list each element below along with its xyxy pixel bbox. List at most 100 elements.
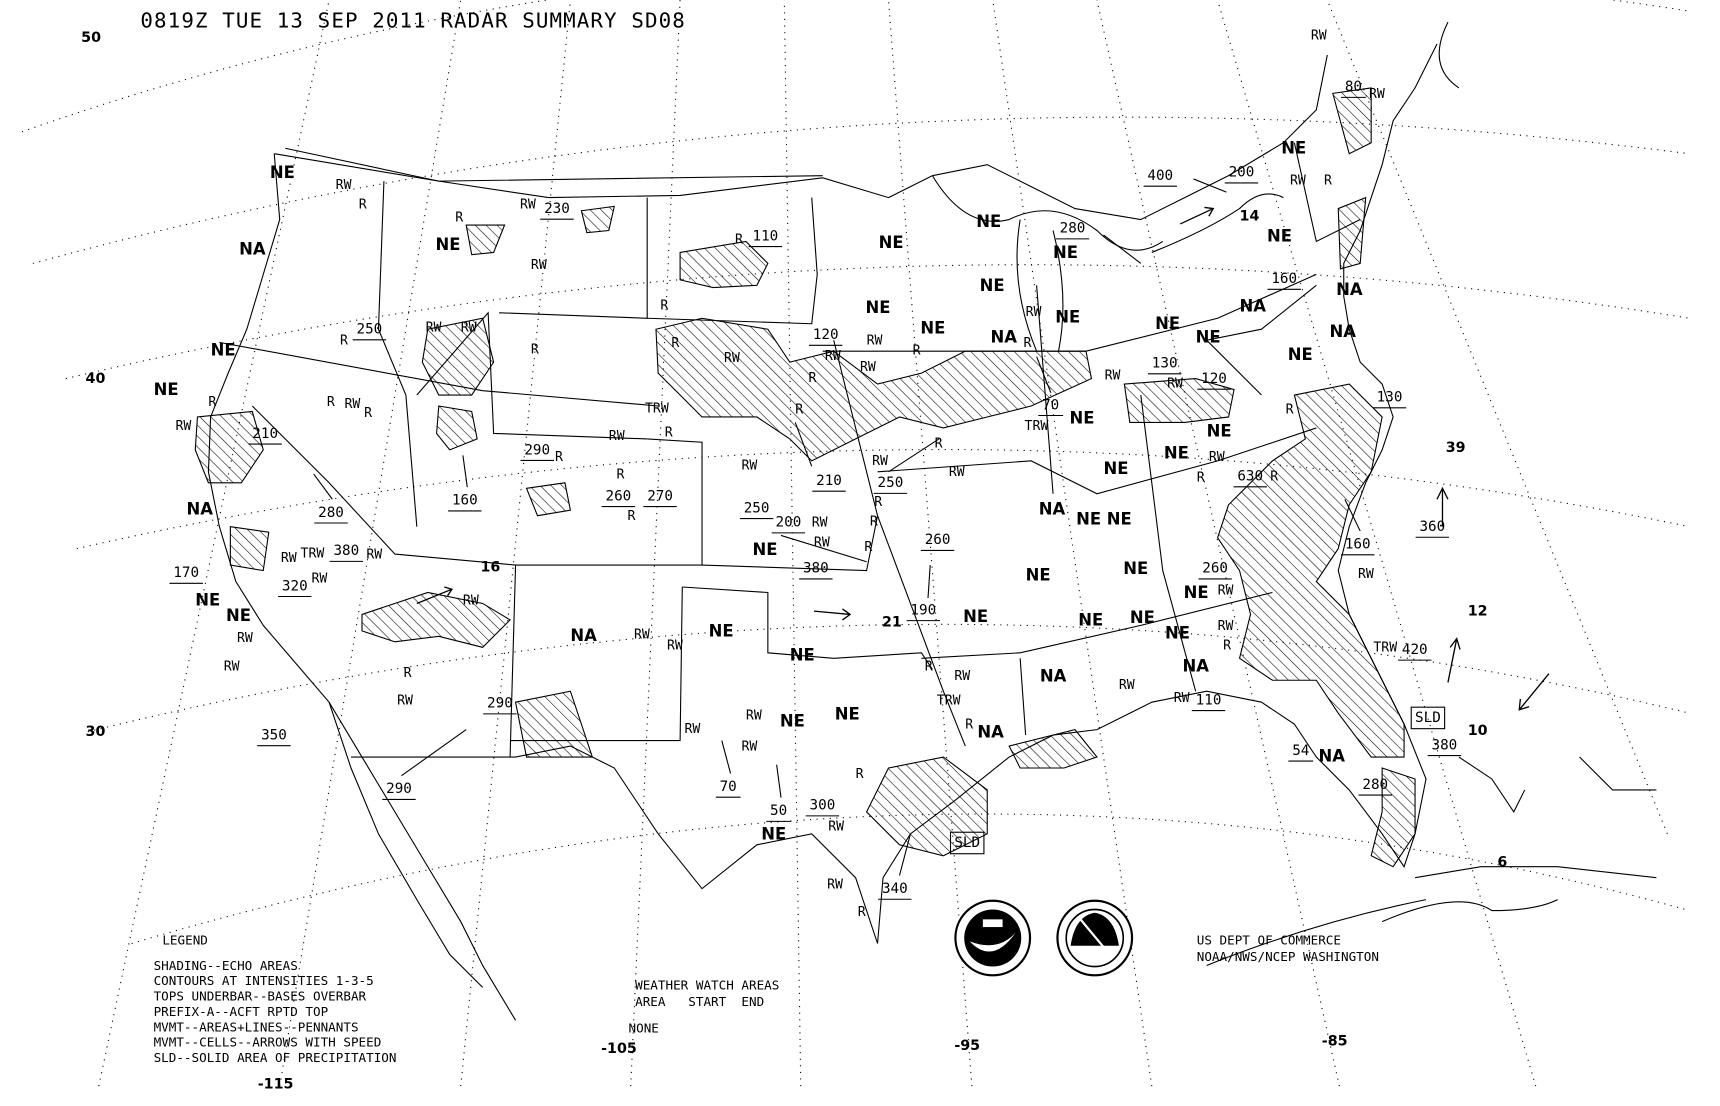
echo-top-label: 380 (1432, 737, 1458, 753)
precip-type-label: TRW (937, 693, 961, 708)
precip-type-label: R (795, 403, 803, 418)
precip-type-label: R (935, 437, 943, 452)
precip-type-label: TRW (645, 402, 669, 417)
echo-top-label: 290 (487, 696, 513, 712)
echo-top-label: 350 (261, 727, 287, 743)
region-code-label: NA (1039, 500, 1066, 519)
echo-top-label: 120 (1201, 371, 1227, 387)
precip-type-label: R (870, 515, 878, 530)
echo-top-label: 280 (318, 505, 344, 521)
precip-type-label: RW (1174, 691, 1190, 706)
credit: US DEPT OF COMMERCE NOAA/NWS/NCEP WASHIN… (1197, 933, 1379, 964)
cell-speed-label: 16 (480, 560, 500, 576)
region-code-label: NE (1155, 314, 1180, 333)
precip-type-label: RW (520, 198, 536, 213)
region-code-label: NE (1130, 608, 1155, 627)
echo-top-label: 130 (1377, 390, 1403, 406)
precip-type-label: RW (312, 572, 328, 587)
echo-top-label: 130 (1152, 356, 1178, 372)
precip-type-label: R (340, 334, 348, 349)
precip-type-label: RW (684, 722, 700, 737)
region-code-label: NE (1026, 565, 1051, 584)
precip-type-label: R (627, 509, 635, 524)
precip-type-label: RW (531, 258, 547, 273)
region-code-label: NE (435, 235, 460, 254)
region-code-label: NE (976, 212, 1001, 231)
precip-type-label: R (531, 342, 539, 357)
precip-type-label: R (856, 767, 864, 782)
precip-type-label: RW (397, 693, 413, 708)
echo-top-label: 360 (1419, 519, 1445, 535)
precip-type-label: TRW (1025, 419, 1049, 434)
region-code-label: NE (1053, 243, 1078, 262)
graticule (21, 0, 1690, 1087)
region-code-label: NA (977, 722, 1004, 741)
legend-line: SLD--SOLID AREA OF PRECIPITATION (154, 1050, 397, 1065)
cell-speed-label: 21 (882, 614, 902, 630)
echo-top-label: 160 (1271, 271, 1297, 287)
precip-type-label: R (359, 198, 367, 213)
region-code-label: NA (1319, 746, 1346, 765)
echo-top-label: 160 (452, 493, 478, 509)
lon-label: -105 (601, 1041, 637, 1057)
lon-label: -85 (1322, 1034, 1348, 1050)
region-code-label: NE (195, 591, 220, 610)
echo-top-label: 250 (878, 475, 904, 491)
region-code-label: NE (1196, 327, 1221, 346)
region-code-label: NE (1165, 624, 1190, 643)
echo-top-label: 260 (1202, 561, 1228, 577)
echo-top-label: 290 (386, 781, 412, 797)
weather-watch-areas: WEATHER WATCH AREAS AREA START END NONE (629, 978, 780, 1036)
region-code-label: NE (879, 233, 904, 252)
nws-logo (1056, 899, 1134, 977)
precip-type-label: R (925, 659, 933, 674)
lat-label: 40 (86, 371, 106, 387)
region-code-label: NA (186, 500, 213, 519)
echo-top-label: 200 (1229, 165, 1255, 181)
region-code-label: NA (1040, 666, 1067, 685)
region-code-label: NE (761, 824, 786, 843)
precip-type-label: RW (742, 459, 758, 474)
precip-type-label: RW (1218, 619, 1234, 634)
precip-type-label: R (671, 336, 679, 351)
region-code-label: NE (1184, 583, 1209, 602)
precip-type-label: RW (366, 547, 382, 562)
movement-arrows (416, 206, 1550, 711)
precip-type-label: R (864, 540, 872, 555)
echo-top-label: 630 (1237, 469, 1263, 485)
precip-type-label: RW (344, 397, 360, 412)
legend-line: PREFIX-A--ACFT RPTD TOP (154, 1004, 329, 1019)
region-code-label: NE (1076, 509, 1101, 528)
cell-speed-label: 12 (1468, 604, 1488, 620)
map-labels: NE NA NE NE NE NA NE NE NA NE NE NE NE NE NE NE NA NE NE NE… (154, 29, 1508, 920)
legend-heading: LEGEND (162, 933, 208, 948)
credit-line: NOAA/NWS/NCEP WASHINGTON (1197, 949, 1379, 964)
fixed-text: 0819Z TUE 13 SEP 2011 RADAR SUMMARY SD08… (81, 9, 1379, 1093)
precip-type-label: RW (426, 320, 442, 335)
precip-type-label: RW (634, 628, 650, 643)
legend-line: MVMT--CELLS--ARROWS WITH SPEED (154, 1035, 382, 1050)
precip-type-label: R (665, 426, 673, 441)
precip-type-label: RW (609, 429, 625, 444)
precip-type-label: R (616, 467, 624, 482)
echo-top-label: 280 (1362, 777, 1388, 793)
precip-type-label: R (327, 395, 335, 410)
precip-type-label: R (913, 343, 921, 358)
credit-line: US DEPT OF COMMERCE (1197, 933, 1341, 948)
echo-top-label: 110 (1196, 692, 1222, 708)
precip-type-label: RW (176, 419, 192, 434)
region-code-label: NE (780, 711, 805, 730)
precip-type-label: RW (667, 639, 683, 654)
precip-type-label: RW (237, 631, 253, 646)
precip-type-label: RW (281, 551, 297, 566)
echo-top-label: 260 (606, 488, 632, 504)
precip-type-label: R (808, 371, 816, 386)
precip-type-label: R (1023, 336, 1031, 351)
watch-value: NONE (629, 1020, 659, 1035)
precip-type-label: RW (1218, 584, 1234, 599)
echo-top-label: 320 (282, 578, 308, 594)
region-code-label: NE (835, 705, 860, 724)
precip-type-label: RW (867, 334, 883, 349)
precip-type-label: RW (746, 709, 762, 724)
